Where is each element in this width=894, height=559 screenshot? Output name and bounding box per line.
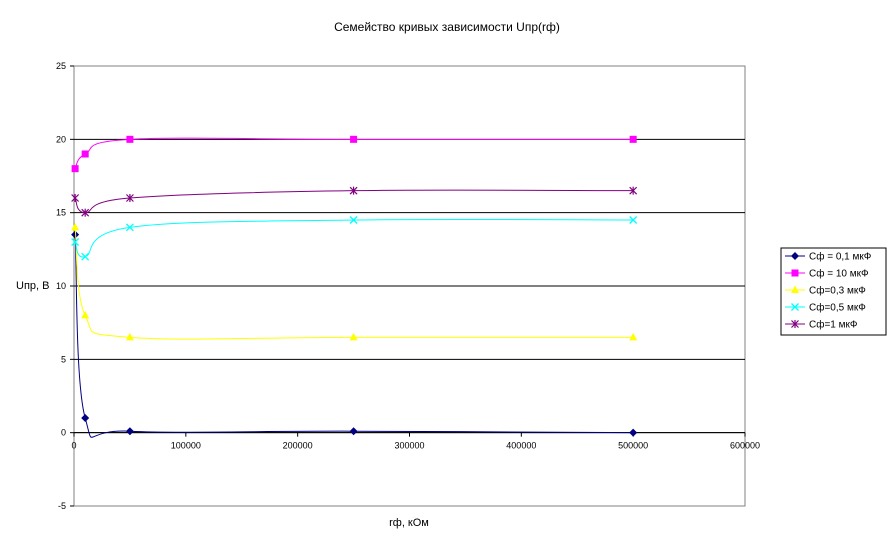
y-tick-label: 25 bbox=[56, 61, 66, 71]
y-tick-label: 20 bbox=[56, 134, 66, 144]
legend-label: Сф=0,5 мкФ bbox=[809, 302, 866, 314]
legend-item: Сф=0,5 мкФ bbox=[785, 302, 866, 314]
legend-item: Сф = 10 мкФ bbox=[785, 268, 869, 280]
data-point-4-2 bbox=[125, 194, 134, 202]
legend-marker bbox=[791, 252, 799, 260]
series-line-2 bbox=[74, 227, 634, 340]
x-tick-label: 600000 bbox=[730, 441, 760, 451]
legend-marker bbox=[791, 285, 799, 293]
x-tick-label: 500000 bbox=[618, 441, 648, 451]
data-point-1-0 bbox=[71, 165, 79, 173]
data-point-2-0 bbox=[71, 222, 80, 231]
data-point-0-4 bbox=[629, 428, 638, 437]
data-point-3-4 bbox=[629, 216, 638, 224]
chart-title: Семейство кривых зависимости Uпр(rф) bbox=[334, 20, 560, 34]
data-point-0-3 bbox=[349, 427, 358, 436]
y-tick-label: 10 bbox=[56, 281, 66, 291]
x-tick-label: 200000 bbox=[283, 441, 313, 451]
legend-item: Сф=0,3 мкФ bbox=[785, 285, 866, 297]
data-point-0-2 bbox=[125, 427, 134, 436]
data-point-1-4 bbox=[629, 135, 637, 143]
data-point-0-0 bbox=[71, 230, 80, 239]
legend-item: Сф = 0,1 мкФ bbox=[785, 251, 872, 263]
x-axis-label: rф, кОм bbox=[389, 517, 429, 529]
data-point-2-2 bbox=[125, 332, 134, 341]
legend-label: Сф=1 мкФ bbox=[809, 319, 858, 331]
data-point-1-1 bbox=[81, 150, 89, 158]
y-tick-label: 15 bbox=[56, 208, 66, 218]
x-tick-label: 300000 bbox=[394, 441, 424, 451]
data-point-1-2 bbox=[126, 135, 134, 143]
y-axis-label: Uпр, В bbox=[16, 280, 49, 292]
x-tick-label: 0 bbox=[71, 441, 76, 451]
data-point-4-3 bbox=[349, 186, 358, 195]
x-tick-label: 400000 bbox=[506, 441, 536, 451]
data-point-2-3 bbox=[349, 332, 358, 341]
data-point-2-4 bbox=[629, 332, 638, 341]
legend-label: Сф = 10 мкФ bbox=[809, 268, 869, 280]
data-point-1-3 bbox=[350, 135, 358, 143]
legend: Сф = 0,1 мкФ Сф = 10 мкФ Сф=0,3 мкФ Сф=0,5 … bbox=[780, 247, 887, 336]
legend-marker bbox=[791, 269, 799, 277]
data-point-3-1 bbox=[81, 252, 90, 261]
data-point-4-1 bbox=[81, 208, 90, 217]
data-point-4-4 bbox=[629, 186, 638, 195]
data-point-4-0 bbox=[71, 194, 80, 202]
data-point-3-2 bbox=[125, 223, 134, 232]
data-point-0-1 bbox=[81, 414, 90, 422]
data-point-3-0 bbox=[71, 238, 80, 246]
y-tick-label: -5 bbox=[58, 501, 66, 511]
data-point-2-1 bbox=[81, 310, 90, 319]
series-line-0 bbox=[74, 234, 634, 438]
legend-label: Сф=0,3 мкФ bbox=[809, 285, 866, 297]
legend-marker bbox=[791, 303, 799, 311]
y-tick-label: 5 bbox=[61, 354, 66, 364]
legend-item: Сф=1 мкФ bbox=[785, 319, 858, 331]
legend-marker bbox=[791, 320, 799, 328]
y-tick-label: 0 bbox=[61, 428, 66, 438]
legend-label: Сф = 0,1 мкФ bbox=[809, 251, 872, 263]
x-tick-label: 100000 bbox=[171, 441, 201, 451]
data-point-3-3 bbox=[349, 216, 358, 224]
